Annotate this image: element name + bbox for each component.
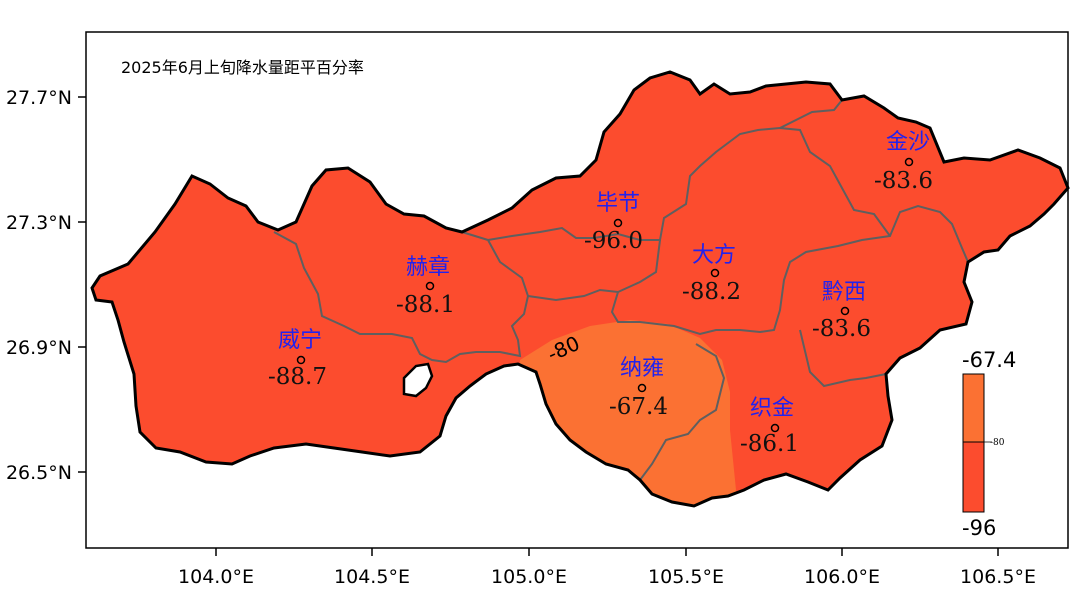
station-qianxi: 黔西 -83.6	[812, 280, 871, 342]
station-marker	[770, 423, 780, 433]
station-marker	[425, 281, 435, 291]
station-marker	[296, 355, 306, 365]
y-tick-label: 26.9°N	[6, 337, 72, 359]
station-marker	[904, 157, 914, 167]
colorbar-upper-swatch	[962, 373, 985, 443]
station-value: -67.4	[609, 394, 668, 420]
station-value: -86.1	[740, 431, 799, 457]
station-name: 威宁	[278, 328, 322, 353]
station-name: 黔西	[822, 280, 866, 305]
y-tick-label: 27.7°N	[6, 87, 72, 109]
station-name: 织金	[750, 396, 794, 421]
y-axis: 27.7°N 27.3°N 26.9°N 26.5°N	[6, 87, 86, 484]
x-tick-label: 106.5°E	[960, 566, 1036, 588]
county-boundaries	[273, 99, 969, 481]
station-marker	[637, 383, 647, 393]
colorbar-lower-swatch	[962, 441, 985, 513]
station-marker	[613, 218, 623, 228]
y-tick-label: 27.3°N	[6, 212, 72, 234]
station-weining: 威宁 -88.7	[268, 328, 327, 390]
colorbar-tick-label: -80	[990, 438, 1005, 448]
x-axis: 104.0°E 104.5°E 105.0°E 105.5°E 106.0°E …	[178, 548, 1036, 588]
x-tick-label: 105.5°E	[648, 566, 724, 588]
station-value: -88.7	[268, 364, 327, 390]
station-zhijin: 织金 -86.1	[740, 396, 799, 457]
station-marker	[840, 306, 850, 316]
station-name: 纳雍	[620, 356, 664, 381]
lake-hole	[402, 362, 434, 398]
station-value: -83.6	[874, 168, 933, 194]
stations: 金沙 -83.6 毕节 -96.0 大方 -88.2 赫章 -88.1 黔西 -…	[268, 130, 933, 457]
station-nayong: 纳雍 -67.4	[609, 356, 668, 420]
station-value: -88.1	[396, 292, 455, 318]
station-bijie: 毕节 -96.0	[584, 191, 643, 254]
map-title: 2025年6月上旬降水量距平百分率	[121, 58, 364, 77]
x-tick-label: 105.0°E	[491, 566, 567, 588]
station-hezhang: 赫章 -88.1	[396, 255, 455, 318]
station-name: 大方	[692, 243, 736, 268]
station-jinsha: 金沙 -83.6	[874, 130, 933, 194]
x-tick-label: 106.0°E	[804, 566, 880, 588]
station-name: 赫章	[406, 255, 450, 280]
station-name: 毕节	[596, 191, 640, 216]
colorbar-max-label: -67.4	[962, 348, 1016, 372]
y-tick-label: 26.5°N	[6, 462, 72, 484]
x-tick-label: 104.5°E	[334, 566, 410, 588]
station-value: -96.0	[584, 228, 643, 254]
station-value: -88.2	[682, 279, 741, 305]
station-value: -83.6	[812, 316, 871, 342]
station-name: 金沙	[886, 130, 930, 155]
station-dafang: 大方 -88.2	[682, 243, 741, 305]
x-tick-label: 104.0°E	[178, 566, 254, 588]
colorbar-legend: -67.4 -80 -96	[962, 348, 1016, 540]
station-marker	[710, 268, 720, 278]
colorbar-min-label: -96	[962, 516, 996, 540]
